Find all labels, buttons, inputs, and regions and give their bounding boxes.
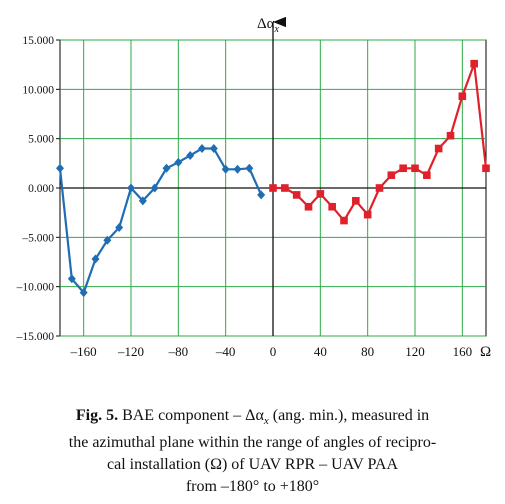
x-tick-label: 120 bbox=[405, 344, 425, 359]
data-point-diamond bbox=[174, 157, 183, 167]
x-tick-label: 160 bbox=[453, 344, 473, 359]
x-tick-label: –120 bbox=[117, 344, 144, 359]
chart: 15.000 10.000 5.000 0.000 –5.000 –10.000 –15.0… bbox=[16, 16, 492, 360]
data-point-diamond bbox=[209, 144, 218, 154]
caption-line-1-rest: (ang. min.), measured in bbox=[268, 407, 430, 424]
data-point-square bbox=[387, 171, 396, 179]
y-tick-label: 0.000 bbox=[28, 183, 54, 195]
data-point-square bbox=[470, 59, 478, 68]
data-point-diamond bbox=[67, 274, 76, 284]
caption-line-3: cal installation (Ω) of UAV RPR – UAV PA… bbox=[106, 456, 399, 474]
caption-subscript: x bbox=[263, 415, 269, 428]
data-point-square bbox=[446, 131, 455, 140]
data-point-diamond bbox=[103, 235, 112, 245]
caption-line-1-text: BAE component – Δα bbox=[122, 407, 264, 424]
y-tick-label: 10.000 bbox=[22, 84, 54, 96]
data-point-diamond bbox=[198, 144, 206, 154]
y-axis-title-sub: x bbox=[274, 24, 280, 35]
data-point-diamond bbox=[150, 183, 159, 193]
data-point-diamond bbox=[115, 222, 124, 232]
data-point-square bbox=[482, 164, 490, 173]
x-tick-label: –160 bbox=[70, 344, 97, 359]
data-point-square bbox=[340, 216, 348, 225]
x-tick-label: –80 bbox=[168, 344, 189, 359]
data-point-square bbox=[281, 184, 289, 192]
y-tick-label: –10.000 bbox=[16, 282, 55, 294]
x-tick-label: 0 bbox=[270, 344, 277, 359]
data-point-square bbox=[434, 144, 443, 153]
x-tick-label: 80 bbox=[361, 344, 374, 359]
y-axis-title: Δαx bbox=[257, 16, 280, 35]
data-point-square bbox=[423, 171, 431, 179]
data-point-square bbox=[304, 202, 313, 211]
data-point-square bbox=[399, 164, 407, 173]
data-point-square bbox=[328, 202, 336, 211]
data-point-square bbox=[411, 164, 419, 173]
x-tick-label: –40 bbox=[215, 344, 236, 359]
caption-line-4: from –180° to +180° bbox=[185, 478, 320, 496]
caption-figure-label: Fig. 5. bbox=[75, 407, 119, 424]
data-point-square bbox=[458, 92, 467, 101]
figure-caption: Fig. 5. BAE component – Δαx (ang. min.),… bbox=[0, 405, 505, 498]
data-point-square bbox=[375, 184, 384, 192]
data-point-diamond bbox=[162, 163, 171, 173]
y-axis-title-main: Δα bbox=[257, 16, 275, 32]
data-point-diamond bbox=[56, 163, 64, 173]
data-point-square bbox=[363, 210, 372, 219]
x-axis-title: Ω bbox=[480, 344, 491, 360]
y-tick-label: –5.000 bbox=[21, 232, 54, 244]
data-series bbox=[56, 59, 490, 298]
data-point-square bbox=[269, 184, 277, 192]
data-point-diamond bbox=[245, 163, 254, 173]
data-point-diamond bbox=[79, 288, 88, 298]
data-point-square bbox=[352, 197, 360, 205]
y-tick-label: –15.000 bbox=[16, 331, 55, 343]
x-tick-label: 40 bbox=[314, 344, 327, 359]
x-tick-labels: –160 –120 –80 –40 0 40 80 120 160 bbox=[70, 344, 472, 359]
series-2 bbox=[269, 59, 490, 225]
data-point-diamond bbox=[138, 196, 147, 206]
caption-line-2: the azimuthal plane within the range of … bbox=[68, 434, 437, 452]
y-tick-labels: 15.000 10.000 5.000 0.000 –5.000 –10.000 –15.0… bbox=[16, 35, 60, 343]
series-1 bbox=[56, 144, 266, 298]
data-point-square bbox=[316, 190, 325, 198]
data-point-diamond bbox=[233, 164, 242, 174]
data-point-diamond bbox=[257, 190, 266, 200]
data-point-diamond bbox=[221, 164, 230, 174]
data-point-square bbox=[292, 191, 301, 199]
data-point-diamond bbox=[127, 183, 135, 193]
data-point-diamond bbox=[91, 254, 100, 264]
y-tick-label: 5.000 bbox=[28, 134, 54, 146]
caption-line-1: Fig. 5. BAE component – Δαx (ang. min.),… bbox=[0, 405, 505, 432]
data-point-diamond bbox=[186, 150, 195, 160]
y-tick-label: 15.000 bbox=[22, 35, 54, 47]
